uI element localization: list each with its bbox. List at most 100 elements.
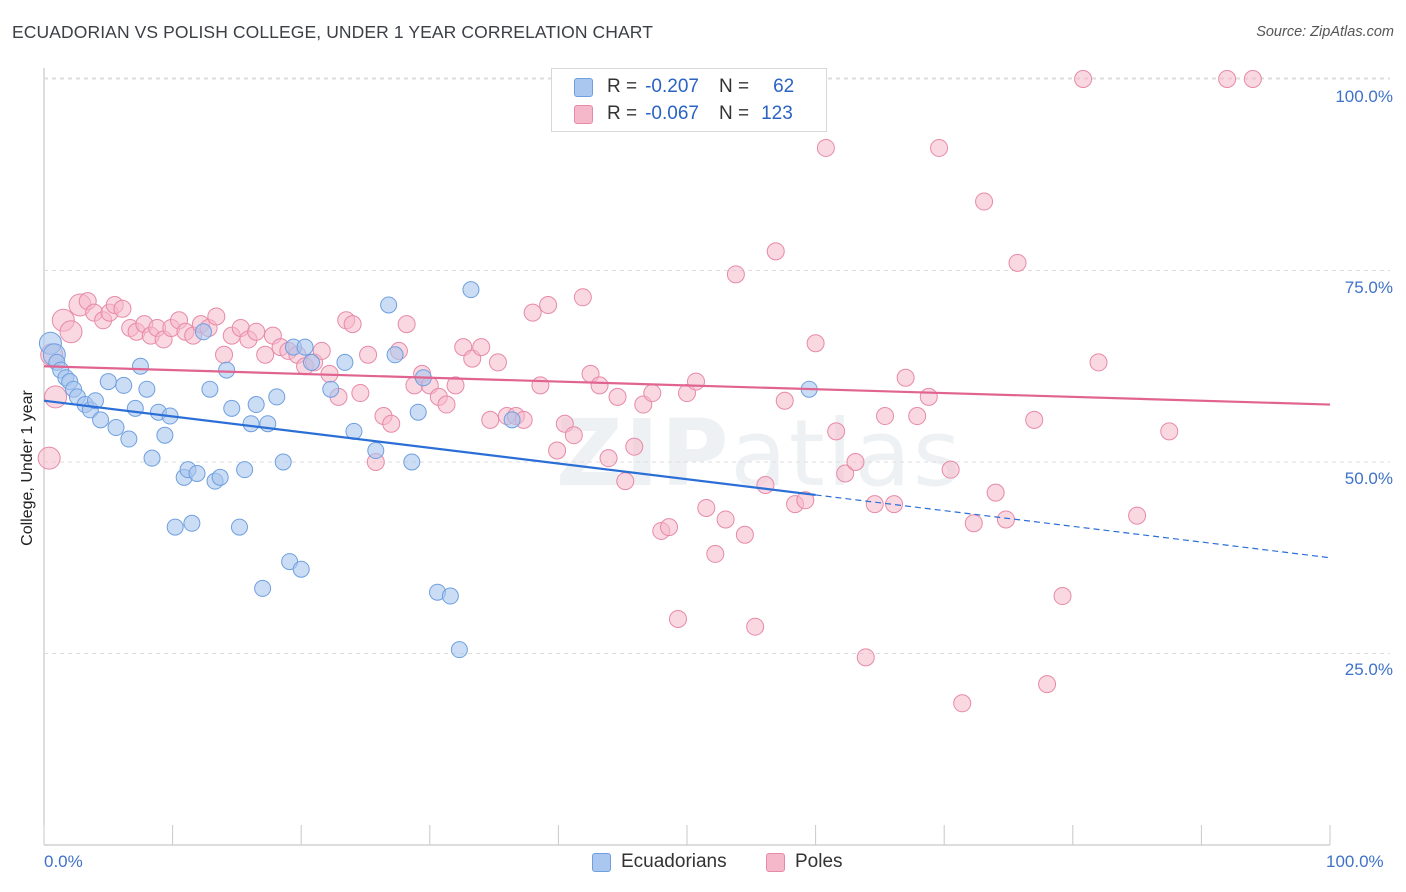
ecuadorian-point (143, 449, 161, 467)
ecuadorian-point (268, 388, 286, 406)
poles-point (856, 648, 875, 667)
poles-point (726, 265, 745, 284)
poles-point (846, 453, 865, 471)
poles-point (59, 320, 83, 344)
legend-label: Poles (795, 851, 843, 872)
poles-point (885, 495, 904, 514)
poles-point (1243, 70, 1262, 88)
poles-point (207, 307, 226, 326)
poles-point (1038, 675, 1057, 694)
poles-point (590, 376, 609, 395)
ecuadorian-point (292, 560, 310, 578)
poles-point (796, 491, 815, 510)
x-tick-label-min: 0.0% (44, 852, 83, 871)
ecuadorian-point (302, 353, 320, 371)
legend-label: Ecuadorians (621, 851, 727, 872)
r-value: -0.207 (645, 76, 699, 97)
poles-point (896, 368, 915, 387)
poles-point (382, 414, 401, 433)
poles-point (1025, 410, 1044, 429)
r-label: R = (607, 76, 638, 97)
poles-point (986, 483, 1005, 502)
ecuadorian-point (201, 380, 219, 398)
poles-point (775, 391, 794, 410)
n-value: 62 (773, 76, 795, 97)
ecuadorian-point (236, 461, 254, 479)
poles-point (668, 610, 687, 629)
poles-point (1160, 422, 1179, 441)
poles-point (343, 315, 362, 334)
ecuadorian-point (336, 353, 354, 371)
poles-point (564, 426, 583, 445)
poles-point (964, 514, 983, 533)
correlation-legend: R = -0.207 N = 62 R = -0.067 N = 123 (551, 68, 827, 132)
poles-point (539, 295, 558, 314)
poles-point (446, 376, 465, 395)
ecuadorian-point (409, 403, 427, 421)
poles-point (659, 518, 678, 537)
ecuadorian-point (242, 415, 260, 433)
y-tick-label-75: 75.0% (1344, 278, 1393, 297)
poles-point (312, 341, 331, 360)
ecuadorian-point (107, 419, 125, 437)
poles-point (548, 441, 567, 460)
poles-point (953, 694, 972, 713)
poles-point (351, 384, 370, 403)
poles-point (746, 617, 765, 636)
ecuadorian-point (218, 361, 236, 379)
poles-point (806, 334, 825, 353)
poles-point (599, 449, 618, 468)
ecuadorian-point (115, 376, 133, 394)
poles-trend-line (43, 365, 1331, 406)
ecuadorian-point (462, 281, 480, 299)
poles-point (1089, 353, 1108, 372)
n-label: N = (718, 76, 750, 97)
poles-point (827, 422, 846, 441)
chart-title: ECUADORIAN VS POLISH COLLEGE, UNDER 1 YE… (12, 22, 654, 42)
ecuadorian-point (156, 426, 174, 444)
poles-point (397, 315, 416, 334)
poles-point (735, 525, 754, 544)
ecuadorian-point (274, 453, 292, 471)
ecuadorian-trend-extension (815, 494, 1331, 559)
poles-point (865, 495, 884, 514)
poles-point (215, 345, 234, 364)
poles-point (687, 372, 706, 391)
watermark-bold: ZIP (556, 400, 731, 507)
ecuadorians-swatch (592, 852, 611, 872)
r-label: R = (607, 103, 638, 124)
poles-point (523, 303, 542, 322)
ecuadorian-point (403, 453, 421, 471)
ecuadorian-point (126, 399, 144, 417)
poles-point (359, 345, 378, 364)
poles-point (941, 460, 960, 479)
poles-point (608, 387, 627, 406)
poles-point (930, 138, 949, 157)
poles-point (836, 464, 855, 483)
poles-point (876, 407, 895, 426)
x-tick-label-max: 100.0% (1326, 852, 1384, 871)
y-tick-label-25: 25.0% (1344, 660, 1393, 679)
ecuadorian-point (380, 296, 398, 314)
poles-point (816, 138, 835, 157)
ecuadorian-point (230, 518, 248, 536)
poles-point (1074, 70, 1093, 88)
ecuadorian-point (322, 380, 340, 398)
ecuadorian-point (166, 518, 184, 536)
poles-point (975, 192, 994, 211)
poles-point (625, 437, 644, 456)
ecuadorian-point (254, 579, 272, 597)
poles-point (573, 288, 592, 307)
ecuadorian-point (223, 399, 241, 417)
poles-point (756, 475, 775, 494)
poles-point (1053, 587, 1072, 606)
ecuadorian-point (131, 357, 149, 375)
poles-point (706, 544, 725, 563)
poles-point (113, 299, 132, 318)
poles-point (716, 510, 735, 529)
ecuadorian-point (503, 411, 521, 429)
poles-point (247, 322, 266, 341)
poles-point (697, 498, 716, 517)
ecuadorian-point (367, 442, 385, 460)
